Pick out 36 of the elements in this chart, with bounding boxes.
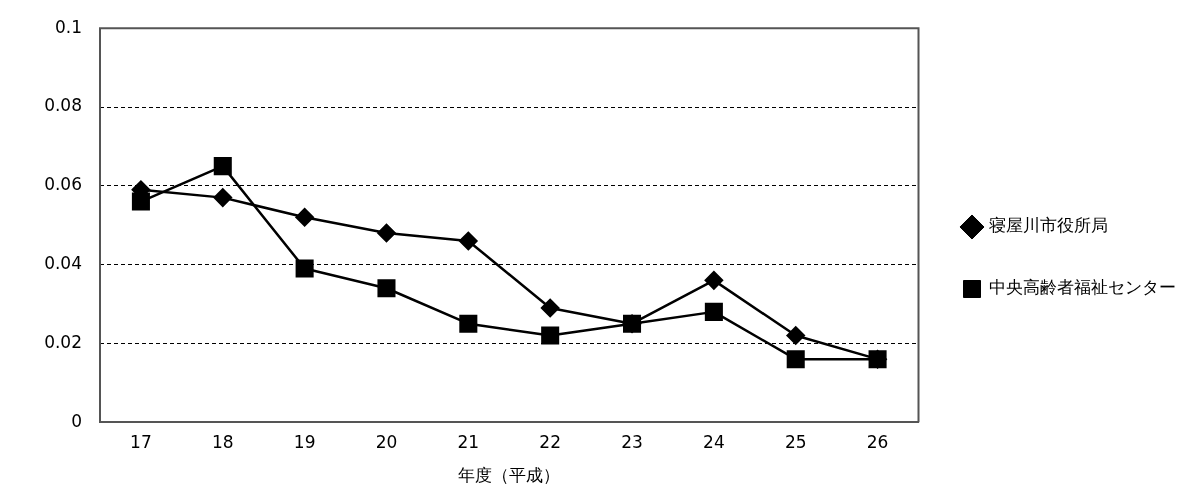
point bbox=[868, 350, 887, 369]
point bbox=[623, 314, 642, 333]
x-tick-label: 24 bbox=[703, 431, 725, 452]
y-tick-label: 0.02 bbox=[44, 331, 82, 352]
point bbox=[459, 231, 478, 251]
point bbox=[786, 326, 805, 345]
y-tick-label: 0.08 bbox=[44, 95, 82, 116]
y-tick-label: 0 bbox=[71, 410, 82, 431]
x-tick-label: 17 bbox=[130, 431, 152, 452]
point bbox=[786, 350, 805, 369]
point bbox=[295, 259, 314, 278]
x-tick-label: 26 bbox=[866, 431, 889, 452]
point bbox=[704, 271, 724, 290]
x-tick-label: 22 bbox=[539, 431, 561, 452]
x-tick-label: 21 bbox=[457, 431, 480, 452]
point bbox=[131, 192, 150, 211]
point bbox=[541, 326, 560, 345]
legend-label: 寝屋川市役所局 bbox=[989, 215, 1108, 236]
point bbox=[377, 223, 396, 243]
y-tick-label: 0.06 bbox=[44, 174, 82, 195]
point bbox=[704, 302, 723, 321]
x-tick-label: 18 bbox=[211, 431, 234, 452]
x-axis-title: 年度（平成） bbox=[458, 465, 561, 486]
x-tick-label: 20 bbox=[375, 431, 398, 452]
point bbox=[295, 208, 314, 227]
point bbox=[213, 157, 232, 176]
x-tick-label: 19 bbox=[293, 431, 316, 452]
point bbox=[459, 314, 478, 333]
point bbox=[540, 298, 560, 318]
legend-label: 中央高齢者福祉センター bbox=[989, 277, 1176, 298]
y-tick-label: 0.1 bbox=[54, 16, 82, 37]
point bbox=[377, 279, 396, 298]
x-tick-label: 25 bbox=[784, 431, 807, 452]
x-tick-label: 23 bbox=[621, 431, 643, 452]
y-tick-label: 0.04 bbox=[44, 253, 82, 274]
point bbox=[213, 188, 233, 207]
